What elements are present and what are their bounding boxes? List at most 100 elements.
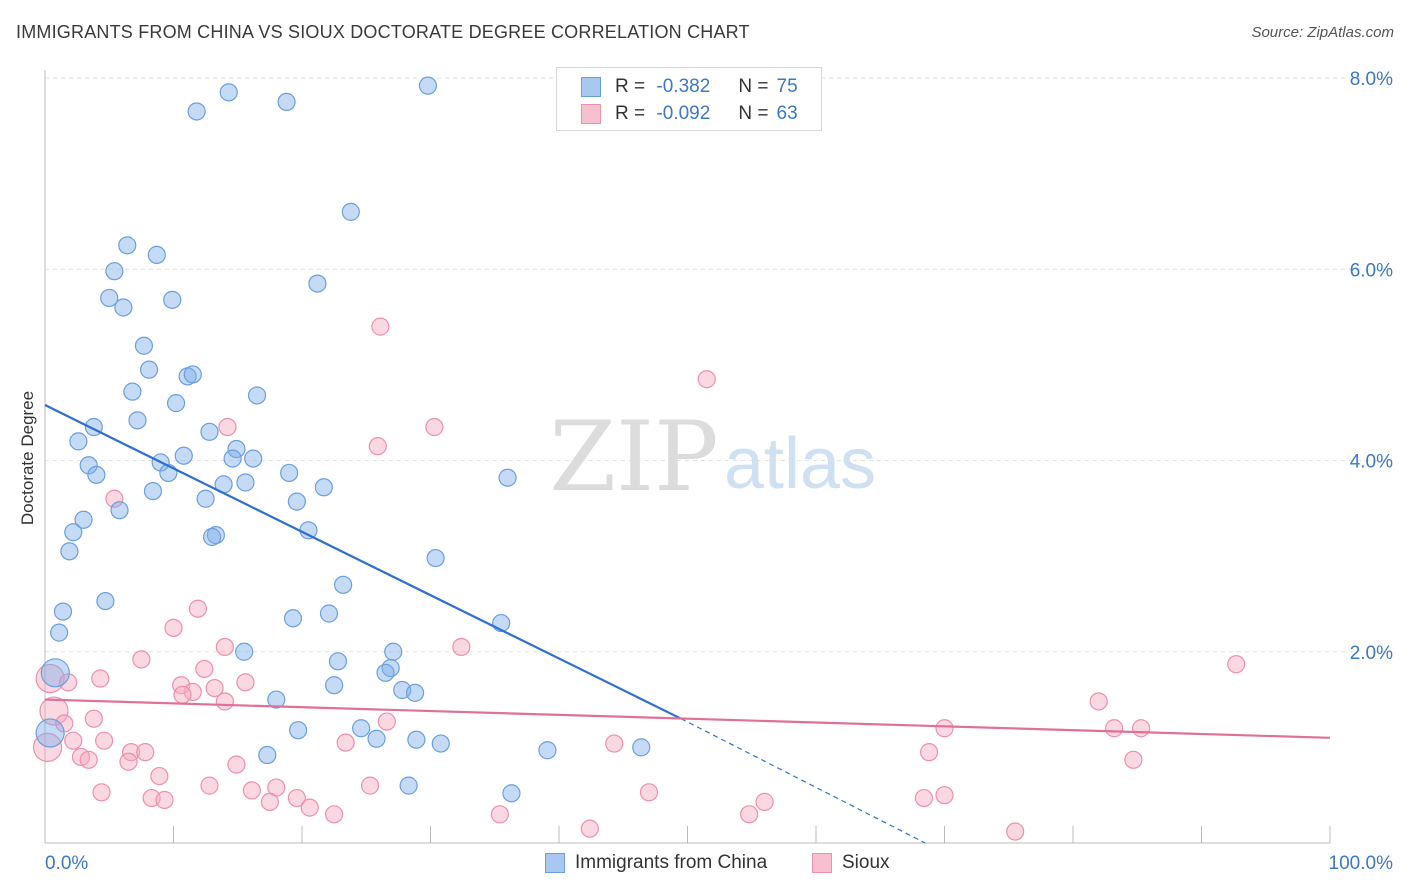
series-legend: Immigrants from China Sioux	[0, 852, 1406, 876]
n-value-china: 75	[776, 76, 798, 97]
china-trend-line	[44, 404, 682, 720]
y-tick-label: 6.0%	[1350, 260, 1393, 281]
sioux-point	[172, 676, 191, 695]
china-point	[352, 719, 371, 738]
sioux-point	[215, 637, 234, 657]
china-point	[163, 290, 182, 309]
sioux-point	[361, 776, 380, 795]
china-point	[289, 721, 308, 740]
sioux-point	[1105, 719, 1124, 738]
china-point	[60, 542, 79, 561]
china-point	[139, 360, 159, 379]
china-point	[399, 776, 418, 795]
sioux-point	[1132, 719, 1151, 738]
china-point	[287, 492, 306, 511]
china-point	[277, 92, 296, 112]
sioux-point	[697, 370, 716, 389]
sioux-point	[580, 819, 599, 838]
axes	[44, 70, 1331, 844]
n-value-sioux: 63	[776, 103, 798, 124]
china-point	[236, 473, 255, 492]
sioux-swatch	[581, 104, 601, 124]
china-point	[376, 663, 395, 682]
r-label: R =	[615, 103, 646, 124]
china-point	[110, 501, 129, 520]
sioux-points	[32, 317, 1246, 841]
sioux-point	[260, 792, 279, 811]
china-point	[367, 729, 386, 748]
correlation-legend: R = -0.382 N = 75 R = -0.092 N = 63	[556, 67, 822, 131]
sioux-point	[105, 489, 124, 508]
china-point	[223, 449, 242, 468]
china-point	[418, 76, 438, 95]
sioux-point	[236, 673, 255, 692]
china-point	[35, 718, 65, 748]
china-point	[183, 365, 202, 384]
source-label: Source: ZipAtlas.com	[1251, 24, 1394, 41]
china-point	[74, 510, 93, 529]
china-point	[405, 683, 425, 702]
china-point	[431, 734, 450, 753]
china-point	[314, 478, 333, 497]
sioux-point	[59, 673, 78, 692]
n-label: N =	[738, 76, 769, 97]
china-point	[96, 591, 115, 611]
china-point	[407, 730, 426, 749]
china-point	[426, 548, 445, 568]
sioux-point	[35, 663, 65, 694]
china-point	[384, 642, 403, 661]
china-point	[341, 202, 360, 221]
china-point	[502, 784, 521, 803]
n-label: N =	[738, 103, 769, 124]
china-point	[118, 236, 137, 255]
sioux-point	[195, 659, 214, 679]
china-point	[100, 288, 119, 308]
sioux-point	[325, 805, 344, 824]
sioux-point	[755, 792, 774, 811]
r-value-china: -0.382	[656, 76, 711, 97]
china-point	[632, 738, 651, 757]
china-point	[53, 602, 73, 621]
china-point	[227, 439, 246, 459]
china-swatch	[581, 77, 601, 97]
sioux-point	[1089, 692, 1108, 711]
sioux-point	[1227, 655, 1246, 674]
trend-lines	[44, 404, 1331, 844]
china-point	[202, 527, 222, 547]
china-trend-extension	[680, 718, 926, 844]
sioux-point	[1124, 750, 1143, 769]
r-value-sioux: -0.092	[656, 103, 711, 124]
sioux-point	[164, 618, 183, 637]
legend-item-china[interactable]: Immigrants from China	[545, 852, 767, 874]
china-point	[244, 449, 263, 468]
legend-item-sioux[interactable]: Sioux	[812, 852, 890, 874]
y-tick-label: 4.0%	[1350, 452, 1393, 473]
china-point	[147, 245, 166, 265]
china-point	[105, 262, 124, 281]
legend-row-sioux: R = -0.092 N = 63	[581, 101, 798, 127]
sioux-point	[300, 798, 319, 817]
chart-title: IMMIGRANTS FROM CHINA VS SIOUX DOCTORATE…	[16, 22, 750, 42]
china-point	[50, 623, 69, 642]
china-point	[328, 652, 348, 671]
sioux-point	[91, 669, 110, 688]
x-tick-label: 0.0%	[45, 853, 88, 874]
china-point	[299, 521, 318, 540]
tick-labels: 2.0% 4.0% 6.0% 8.0% 0.0% 100.0%	[45, 69, 1393, 874]
china-point	[64, 523, 83, 542]
legend-row-china: R = -0.382 N = 75	[581, 74, 798, 100]
sioux-point	[188, 599, 208, 618]
china-point	[498, 468, 517, 487]
china-point	[219, 83, 238, 102]
sioux-point	[119, 752, 138, 771]
sioux-point	[639, 783, 659, 802]
watermark-zip: ZIP	[549, 401, 718, 513]
sioux-point	[935, 786, 954, 805]
sioux-point	[39, 696, 69, 726]
sioux-point	[79, 750, 98, 769]
china-point	[128, 411, 147, 430]
sioux-point	[155, 790, 174, 810]
sioux-point	[287, 788, 306, 808]
sioux-point	[132, 650, 151, 669]
